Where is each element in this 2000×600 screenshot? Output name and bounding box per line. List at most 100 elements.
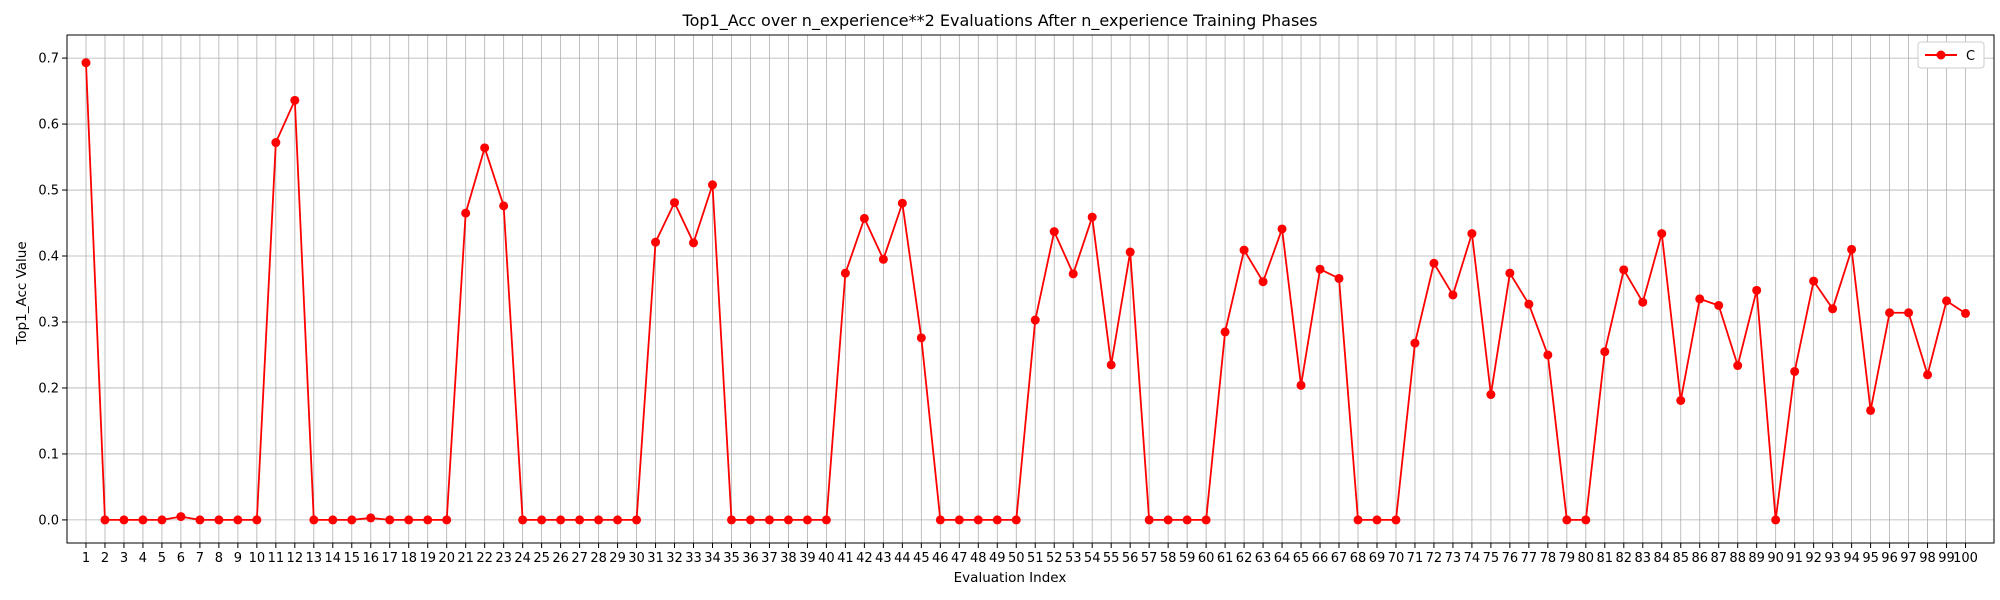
data-point: [1429, 258, 1439, 268]
data-point: [1239, 245, 1249, 255]
data-point: [328, 515, 338, 525]
data-point: [1771, 515, 1781, 525]
data-point: [1961, 308, 1971, 318]
x-tick-label: 37: [761, 551, 778, 566]
x-tick-label: 51: [1027, 551, 1044, 566]
x-tick-label: 4: [139, 551, 147, 566]
y-tick-label: 0.6: [38, 118, 59, 133]
data-point: [764, 515, 774, 525]
data-point: [1125, 247, 1135, 257]
data-point: [347, 515, 357, 525]
x-tick-label: 49: [989, 551, 1006, 566]
data-point: [1201, 515, 1211, 525]
data-point: [1638, 297, 1648, 307]
data-point: [1448, 290, 1458, 300]
data-point: [480, 143, 490, 153]
x-tick-label: 12: [287, 551, 304, 566]
x-tick-label: 96: [1881, 551, 1898, 566]
data-point: [1486, 390, 1496, 400]
x-tick-label: 6: [177, 551, 185, 566]
x-tick-label: 90: [1767, 551, 1784, 566]
x-tick-label: 1: [82, 551, 90, 566]
x-tick-label: 39: [799, 551, 816, 566]
data-point: [1220, 327, 1230, 337]
x-tick-label: 17: [381, 551, 398, 566]
x-tick-label: 46: [932, 551, 949, 566]
x-tick-label: 69: [1369, 551, 1386, 566]
data-point: [1106, 360, 1116, 370]
x-tick-label: 75: [1483, 551, 1500, 566]
x-tick-label: 95: [1862, 551, 1879, 566]
data-point: [992, 515, 1002, 525]
data-point: [1087, 212, 1097, 222]
data-point: [1049, 227, 1059, 237]
data-point: [1828, 304, 1838, 314]
x-tick-label: 83: [1635, 551, 1652, 566]
legend-marker: [1936, 50, 1946, 60]
data-point: [1467, 229, 1477, 239]
x-tick-label: 89: [1748, 551, 1765, 566]
data-point: [783, 515, 793, 525]
data-point: [1144, 515, 1154, 525]
x-tick-label: 3: [120, 551, 128, 566]
data-point: [726, 515, 736, 525]
x-tick-label: 48: [970, 551, 987, 566]
x-axis: 1 2 3 4 5 6 7 8 9 10 11 12 13 14 15 16 17 18 19 20 21 22 23 24 2…: [82, 543, 1978, 566]
x-tick-label: 45: [913, 551, 930, 566]
data-point: [1657, 229, 1667, 239]
x-tick-label: 16: [362, 551, 379, 566]
data-point: [385, 515, 395, 525]
data-point: [1258, 277, 1268, 287]
series-layer: [81, 58, 1971, 525]
y-tick-label: 0.5: [38, 184, 59, 199]
y-tick-label: 0.4: [38, 250, 59, 265]
x-tick-label: 10: [249, 551, 266, 566]
x-tick-label: 67: [1331, 551, 1348, 566]
legend-label: C: [1966, 49, 1975, 64]
x-tick-label: 22: [476, 551, 493, 566]
data-point: [195, 515, 205, 525]
x-tick-label: 80: [1578, 551, 1595, 566]
x-tick-label: 61: [1217, 551, 1234, 566]
x-tick-label: 19: [419, 551, 436, 566]
x-tick-label: 13: [306, 551, 323, 566]
data-point: [290, 95, 300, 105]
data-point: [1752, 285, 1762, 295]
x-tick-label: 82: [1616, 551, 1633, 566]
data-point: [1581, 515, 1591, 525]
data-point: [1885, 308, 1895, 318]
data-point: [973, 515, 983, 525]
x-tick-label: 32: [666, 551, 683, 566]
x-tick-label: 63: [1255, 551, 1272, 566]
x-tick-label: 70: [1388, 551, 1405, 566]
data-point: [1562, 515, 1572, 525]
data-point: [1904, 308, 1914, 318]
x-tick-label: 62: [1236, 551, 1253, 566]
data-point: [1676, 395, 1686, 405]
data-point: [1030, 315, 1040, 325]
data-point: [442, 515, 452, 525]
data-point: [1733, 361, 1743, 371]
data-point: [689, 238, 699, 248]
y-tick-label: 0.0: [38, 513, 59, 528]
y-tick-label: 0.7: [38, 52, 59, 67]
x-tick-label: 94: [1843, 551, 1860, 566]
data-point: [1277, 224, 1287, 234]
data-point: [366, 513, 376, 523]
data-point: [1182, 515, 1192, 525]
x-tick-label: 97: [1900, 551, 1917, 566]
data-point: [1410, 338, 1420, 348]
data-point: [119, 515, 129, 525]
x-tick-label: 8: [215, 551, 223, 566]
x-tick-label: 65: [1293, 551, 1310, 566]
data-point: [138, 515, 148, 525]
data-point: [1372, 515, 1382, 525]
x-tick-label: 43: [875, 551, 892, 566]
x-tick-label: 66: [1312, 551, 1329, 566]
data-point: [214, 515, 224, 525]
data-point: [1695, 294, 1705, 304]
x-tick-label: 30: [628, 551, 645, 566]
x-tick-label: 84: [1653, 551, 1670, 566]
